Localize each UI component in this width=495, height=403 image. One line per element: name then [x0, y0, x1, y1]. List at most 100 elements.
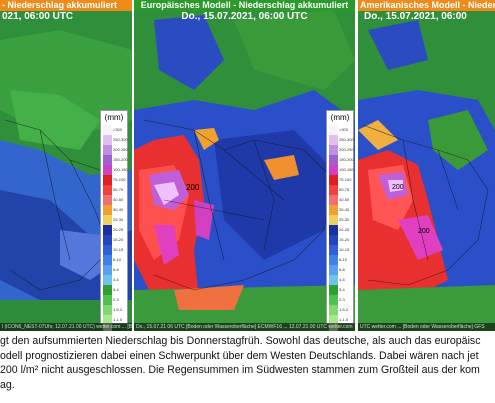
legend-rows-left: >300 250-300 200-250 150-200 100-150 75-100 50… — [101, 125, 128, 331]
legend-row: 75-100 — [101, 175, 127, 185]
legend-row: 200-250 — [101, 145, 128, 155]
legend-label: 1.5-2 — [339, 307, 349, 312]
legend-row: 40-50 — [101, 195, 127, 205]
legend-swatch — [103, 285, 112, 295]
legend-unit: (mm) — [104, 113, 124, 122]
legend-row: 150-200 — [327, 155, 354, 165]
panel-american-model: 200 200 Amerikanisches Modell - Nieder D… — [358, 0, 495, 331]
legend-row: 4-6 — [101, 275, 127, 285]
legend-swatch — [103, 255, 112, 265]
legend-swatch — [329, 175, 338, 185]
legend-swatch — [103, 315, 112, 325]
legend-label: 1-1.5 — [339, 317, 349, 322]
legend-label: 20-25 — [339, 227, 350, 232]
caption-line: gt den aufsummierten Niederschlag bis Do… — [0, 335, 481, 347]
legend-row: 1.5-2 — [101, 305, 127, 315]
legend-label: 250-300 — [339, 137, 354, 142]
legend-swatch — [103, 305, 112, 315]
legend-swatch — [329, 125, 338, 135]
legend-row: 3-4 — [101, 285, 127, 295]
legend-swatch — [329, 315, 338, 325]
legend-swatch — [103, 165, 112, 175]
legend-label: 20-25 — [113, 227, 124, 232]
article-caption: gt den aufsummierten Niederschlag bis Do… — [0, 331, 495, 403]
legend-row: 40-50 — [327, 195, 353, 205]
legend-label: 6-8 — [113, 267, 119, 272]
legend-swatch — [329, 135, 338, 145]
legend-row: 1-1.5 — [101, 315, 127, 325]
legend-row: 2-3 — [101, 295, 127, 305]
panel-date: 021, 06:00 UTC — [2, 11, 74, 22]
panel-title: Europäisches Modell - Niederschlag akkum… — [134, 0, 355, 11]
legend-label: 75-100 — [113, 177, 126, 182]
legend-swatch — [329, 155, 338, 165]
legend-label: 30-40 — [339, 207, 350, 212]
panel-title: Amerikanisches Modell - Nieder — [358, 0, 495, 11]
legend-label: 1-1.5 — [113, 317, 123, 322]
legend-row: 3-4 — [327, 285, 353, 295]
legend-swatch — [329, 235, 338, 245]
map-european-model: 200 — [134, 0, 355, 331]
legend-swatch — [103, 145, 112, 155]
legend-label: 3-4 — [339, 287, 345, 292]
legend-swatch — [329, 225, 338, 235]
legend-row: 15-20 — [327, 235, 353, 245]
legend-label: 4-6 — [113, 277, 119, 282]
legend-row: 20-25 — [327, 225, 353, 235]
legend-label: 10-15 — [113, 247, 124, 252]
legend-row: 6-8 — [327, 265, 353, 275]
legend-row: 30-40 — [327, 205, 353, 215]
legend-label: 15-20 — [339, 237, 350, 242]
legend-label: 4-6 — [339, 277, 345, 282]
legend-row: 200-250 — [327, 145, 354, 155]
legend-swatch — [103, 235, 112, 245]
legend-label: 2-3 — [113, 297, 119, 302]
legend-swatch — [329, 205, 338, 215]
map-american-model: 200 200 — [358, 0, 495, 331]
legend-swatch — [329, 255, 338, 265]
panel-date: Do., 15.07.2021, 06:00 — [364, 11, 467, 22]
legend-swatch — [329, 185, 338, 195]
legend-row: 150-200 — [101, 155, 128, 165]
legend-swatch — [103, 245, 112, 255]
legend-row: 30-40 — [101, 205, 127, 215]
panel-title: - Niederschlag akkumuliert — [0, 0, 132, 11]
legend-swatch — [329, 215, 338, 225]
legend-row: 2-3 — [327, 295, 353, 305]
legend-swatch — [103, 185, 112, 195]
legend-swatch — [329, 145, 338, 155]
legend-swatch — [103, 175, 112, 185]
legend-label: 8-10 — [113, 257, 122, 262]
legend-row: 75-100 — [327, 175, 353, 185]
legend-label: 100-150 — [113, 167, 128, 172]
legend-swatch — [103, 215, 112, 225]
legend-label: 25-30 — [339, 217, 350, 222]
legend-label: 8-10 — [339, 257, 348, 262]
legend-label: 50-75 — [113, 187, 124, 192]
legend-label: 75-100 — [339, 177, 352, 182]
legend-row: >300 — [327, 125, 353, 135]
legend-label: 25-30 — [113, 217, 124, 222]
legend-label: 15-20 — [113, 237, 124, 242]
legend-swatch — [329, 305, 338, 315]
legend-row: 100-150 — [101, 165, 128, 175]
legend-row: 1.5-2 — [327, 305, 353, 315]
legend-swatch — [103, 265, 112, 275]
map-peak-label-south: 200 — [418, 228, 430, 235]
legend-panel: (mm) >300 250-300 200-250 150-200 100-150 75-… — [100, 110, 128, 331]
legend-swatch — [329, 195, 338, 205]
legend-label: >300 — [339, 127, 349, 132]
legend-row: 6-8 — [101, 265, 127, 275]
legend-row: 10-15 — [327, 245, 353, 255]
legend-swatch — [103, 295, 112, 305]
legend-rows-mid: >300 250-300 200-250 150-200 100-150 75-100 50… — [327, 125, 354, 331]
legend-label: 150-200 — [339, 157, 354, 162]
legend-swatch — [103, 195, 112, 205]
caption-line: 200 l/m² nicht ausgeschlossen. Die Regen… — [0, 364, 480, 376]
legend-label: 6-8 — [339, 267, 345, 272]
legend-swatch — [329, 275, 338, 285]
legend-row: 250-300 — [101, 135, 128, 145]
legend-row: 25-30 — [101, 215, 127, 225]
panel-footer: Do., 15.07.21 06 UTC [Boden oder Wassero… — [134, 323, 355, 331]
legend-row: 50-75 — [327, 185, 353, 195]
